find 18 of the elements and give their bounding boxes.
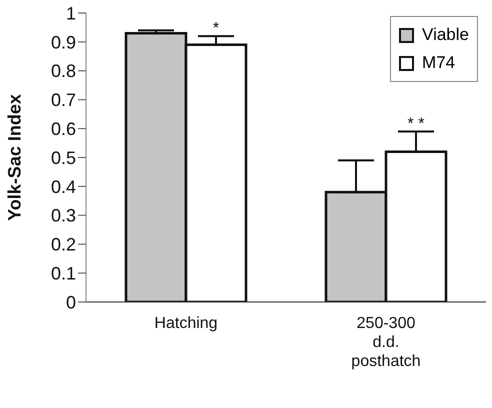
y-tick-label: 0.3 — [50, 206, 76, 226]
y-tick-label: 1 — [66, 3, 76, 24]
y-axis-title: Yolk-Sac Index — [4, 94, 24, 221]
annotation: * — [212, 20, 220, 38]
x-tick-label: 250-300 d.d. posthatch — [351, 315, 421, 370]
legend-label: M74 — [422, 52, 456, 74]
x-tick-label: Hatching — [154, 315, 218, 332]
y-tick-label: 0.5 — [50, 148, 76, 168]
y-tick-label: 0.6 — [50, 118, 76, 139]
legend-label: Viable — [422, 24, 469, 46]
y-tick-label: 0.7 — [50, 90, 76, 110]
annotation: * * — [408, 115, 424, 132]
y-tick-label: 0.4 — [50, 176, 76, 197]
y-tick-label: 0.8 — [50, 61, 76, 82]
y-tick-label: 0 — [66, 292, 76, 312]
y-tick-label: 0.9 — [50, 32, 76, 52]
y-tick-label: 0.1 — [50, 263, 76, 284]
y-tick-label: 0.2 — [50, 234, 76, 255]
